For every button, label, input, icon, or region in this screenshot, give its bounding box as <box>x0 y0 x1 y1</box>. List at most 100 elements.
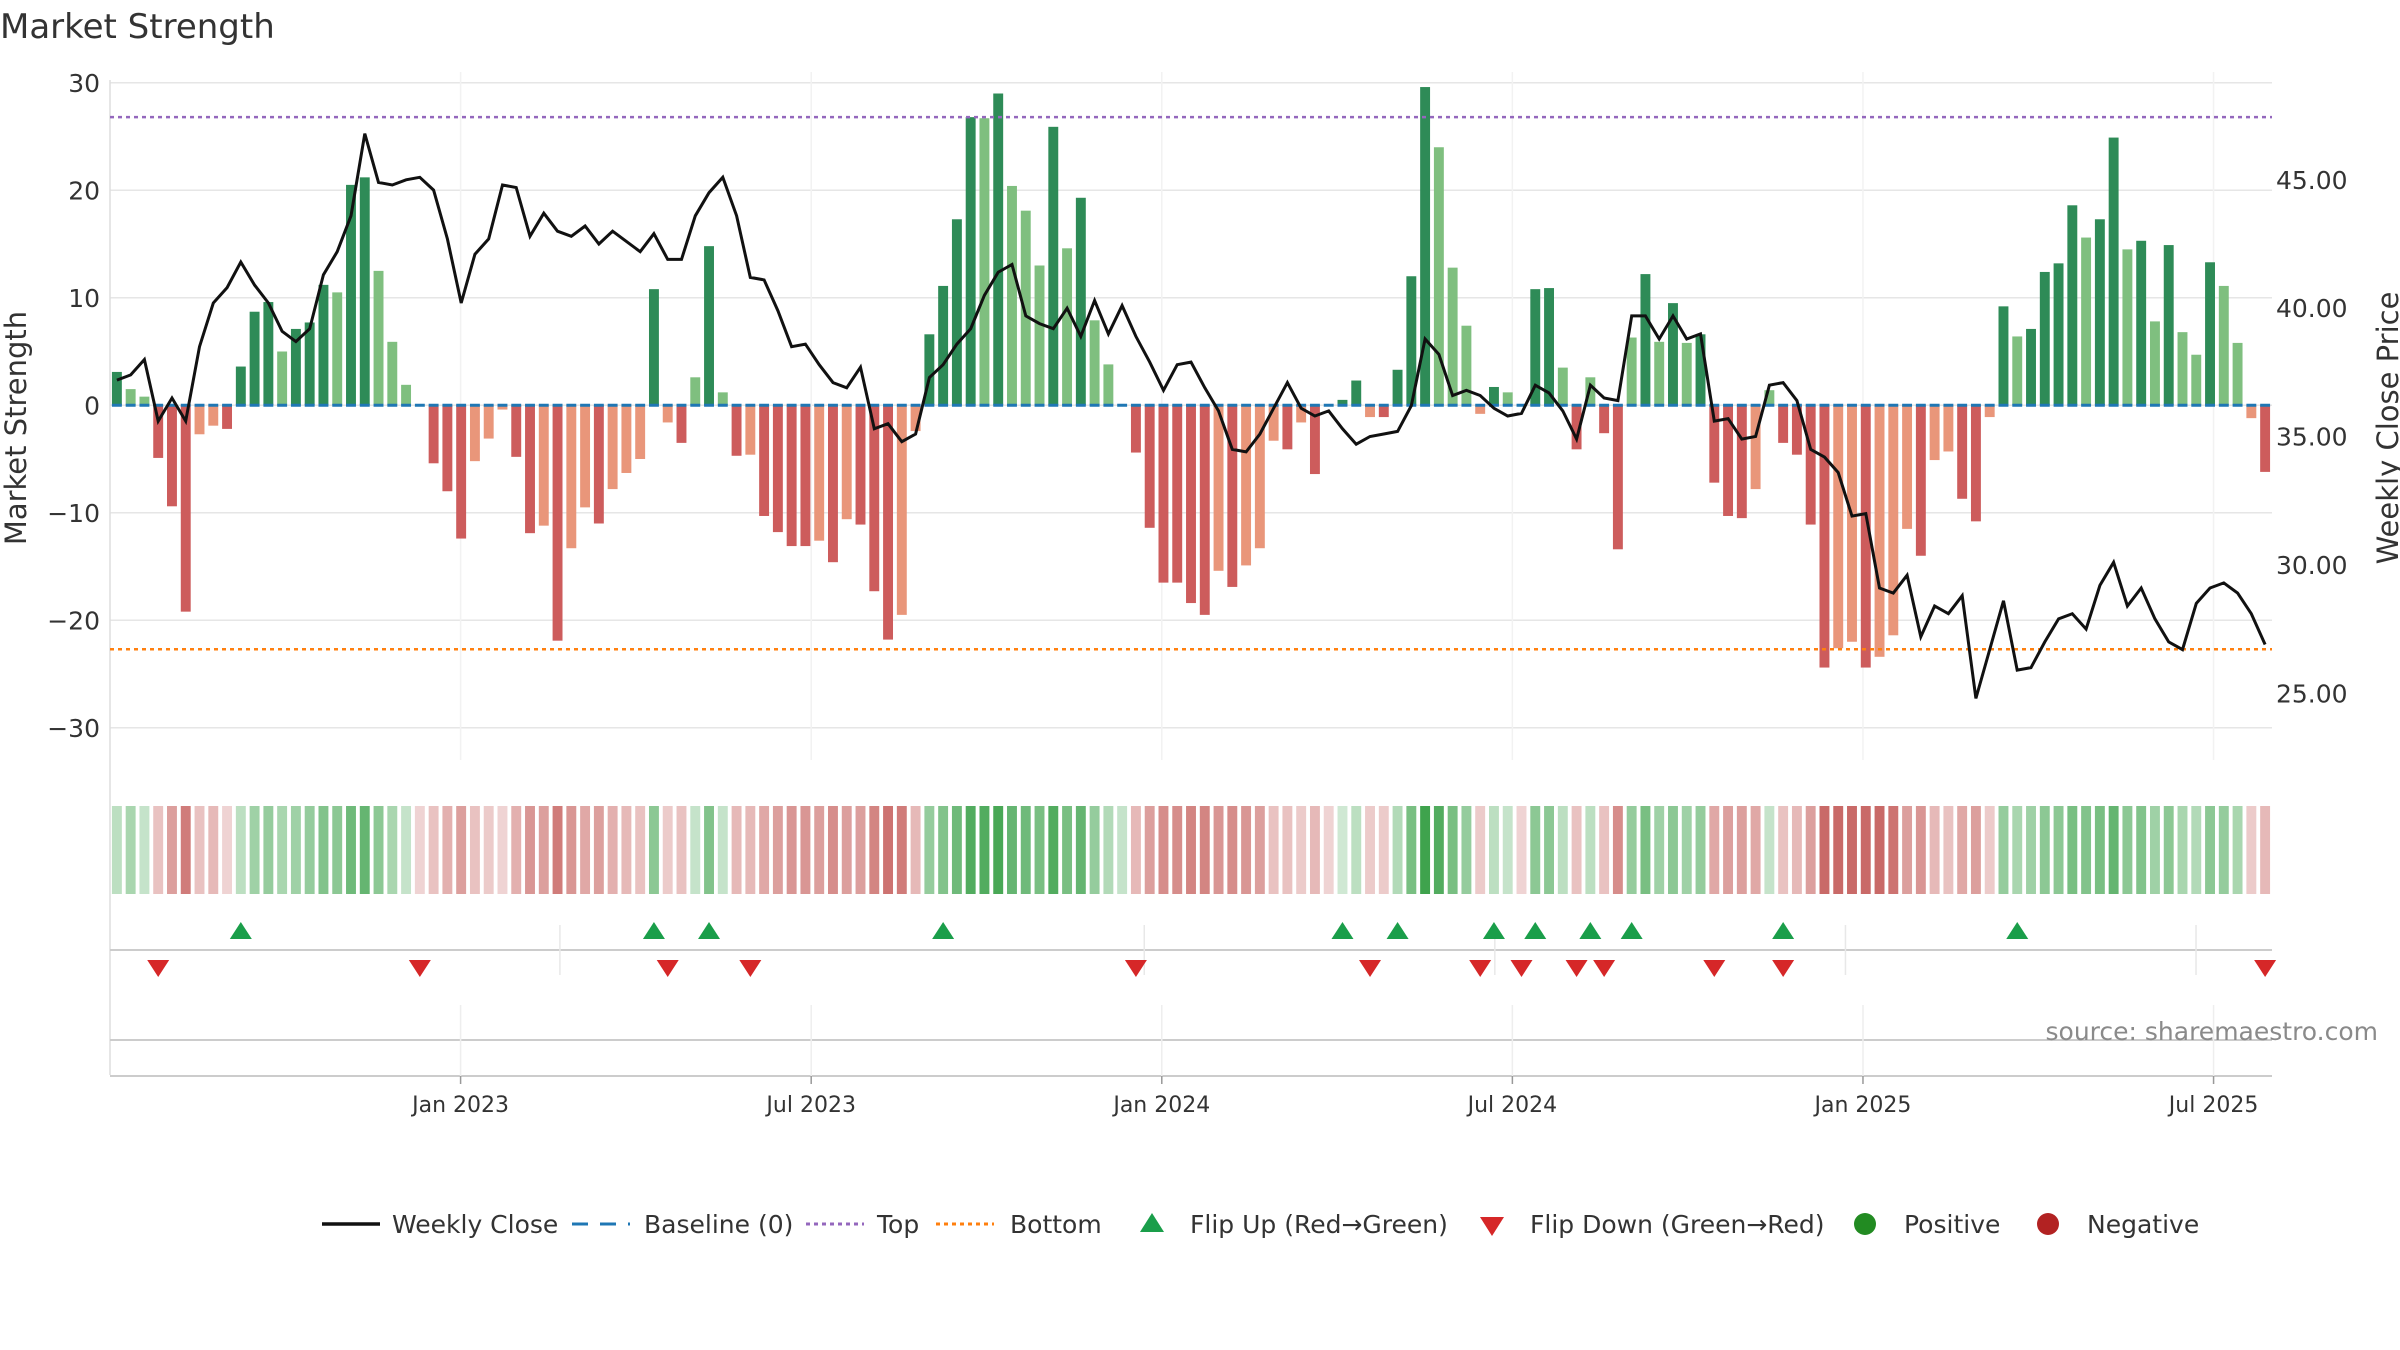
baseline-segment <box>442 403 453 407</box>
baseline-segment <box>1998 403 2009 407</box>
market-strip-cell <box>841 806 852 894</box>
market-strip-cell <box>1695 806 1706 894</box>
baseline-segment <box>1062 403 1073 407</box>
market-strip-cell <box>1158 806 1169 894</box>
strength-bar <box>483 405 494 439</box>
flip-markers-row <box>110 922 2277 977</box>
market-strip-cell <box>511 806 522 894</box>
baseline-segment <box>346 403 356 407</box>
strength-bar <box>1282 405 1293 450</box>
flip-up-marker <box>698 922 721 939</box>
market-strip-cell <box>2177 806 2188 894</box>
strength-bar <box>828 405 838 563</box>
market-strip-cell <box>566 806 577 894</box>
market-strip-cell <box>1544 806 1554 894</box>
baseline-segment <box>1544 403 1554 407</box>
market-strip-cell <box>1847 806 1857 894</box>
market-strip-cell <box>153 806 164 894</box>
baseline-segment <box>1640 403 1651 407</box>
strength-bar <box>1530 289 1541 406</box>
strength-bar <box>1957 405 1968 499</box>
market-strip-cell <box>910 806 921 894</box>
baseline-segment <box>828 403 838 407</box>
baseline-segment <box>249 403 260 407</box>
strength-bar <box>1612 405 1623 550</box>
baseline-segment <box>2205 403 2215 407</box>
strength-bar <box>1681 342 1692 406</box>
baseline-segment <box>1309 403 1320 407</box>
chart-title: Market Strength <box>0 7 275 47</box>
flip-down-marker <box>1124 960 1147 977</box>
baseline-segment <box>414 403 425 407</box>
strength-bar <box>1378 405 1389 418</box>
strength-bar <box>566 405 577 549</box>
baseline-segment <box>1365 403 1375 407</box>
strength-bar <box>359 177 370 406</box>
market-strip-cell <box>1750 806 1761 894</box>
market-strip-cell <box>1970 806 1981 894</box>
baseline-segment <box>814 403 825 407</box>
y-tick-label: 0 <box>84 391 100 420</box>
market-strip-cell <box>111 806 122 894</box>
baseline-segment <box>1530 403 1541 407</box>
strength-bar <box>1075 197 1086 406</box>
baseline-segment <box>1433 403 1444 407</box>
flip-down-marker <box>1469 960 1492 977</box>
baseline-segment <box>304 403 315 407</box>
market-strip-cell <box>1378 806 1389 894</box>
market-strip-cell <box>1805 806 1816 894</box>
strength-bar <box>2136 240 2147 406</box>
market-strip-cell <box>2094 806 2105 894</box>
flip-down-marker <box>1565 960 1588 977</box>
market-strip-cell <box>2122 806 2133 894</box>
strength-bar <box>2177 332 2188 406</box>
market-strip-cell <box>1998 806 2009 894</box>
market-strip-cell <box>2246 806 2257 894</box>
baseline-segment <box>690 403 701 407</box>
legend-swatch-negative <box>2037 1213 2059 1235</box>
strength-bars <box>111 87 2271 668</box>
baseline-segment <box>1186 403 1196 407</box>
market-strip-cell <box>1516 806 1527 894</box>
strength-bar <box>704 246 714 406</box>
baseline-segment <box>1902 403 1913 407</box>
strength-bar <box>511 405 522 457</box>
market-strip-cell <box>869 806 880 894</box>
strength-bar <box>786 405 797 547</box>
market-strip-cell <box>2205 806 2215 894</box>
strength-bar <box>1544 288 1554 406</box>
baseline-segment <box>456 403 467 407</box>
strength-bar <box>800 405 811 547</box>
strength-bar <box>139 396 150 406</box>
strength-bar <box>332 292 343 406</box>
strength-bar <box>2205 262 2215 406</box>
market-strip-cell <box>2026 806 2036 894</box>
market-strip-cell <box>1130 806 1141 894</box>
legend-label: Flip Down (Green→Red) <box>1530 1210 1825 1239</box>
flip-up-marker <box>1386 922 1409 939</box>
strength-bar <box>745 405 756 455</box>
strength-bar <box>1764 390 1775 406</box>
market-strip-cell <box>1957 806 1968 894</box>
strength-bar <box>249 311 260 406</box>
strength-bar <box>814 405 825 541</box>
market-strip-cell <box>1681 806 1692 894</box>
strength-bar <box>538 405 549 526</box>
y2-tick-label: 40.00 <box>2276 294 2348 323</box>
market-strip-cell <box>1186 806 1196 894</box>
strength-bar <box>2067 205 2078 406</box>
market-strip-cell <box>1447 806 1458 894</box>
baseline-segment <box>387 403 398 407</box>
market-strip-cell <box>1943 806 1954 894</box>
market-strip-cell <box>2191 806 2202 894</box>
baseline-segment <box>2246 403 2257 407</box>
market-strip-cell <box>1902 806 1913 894</box>
baseline-segment <box>263 403 274 407</box>
strength-bar <box>1791 405 1802 455</box>
baseline-segment <box>208 403 219 407</box>
market-strip-cell <box>1654 806 1665 894</box>
baseline-segment <box>1378 403 1389 407</box>
strength-bar <box>153 405 164 458</box>
strength-bar <box>1241 405 1252 566</box>
weekly-close-line <box>116 133 2267 699</box>
